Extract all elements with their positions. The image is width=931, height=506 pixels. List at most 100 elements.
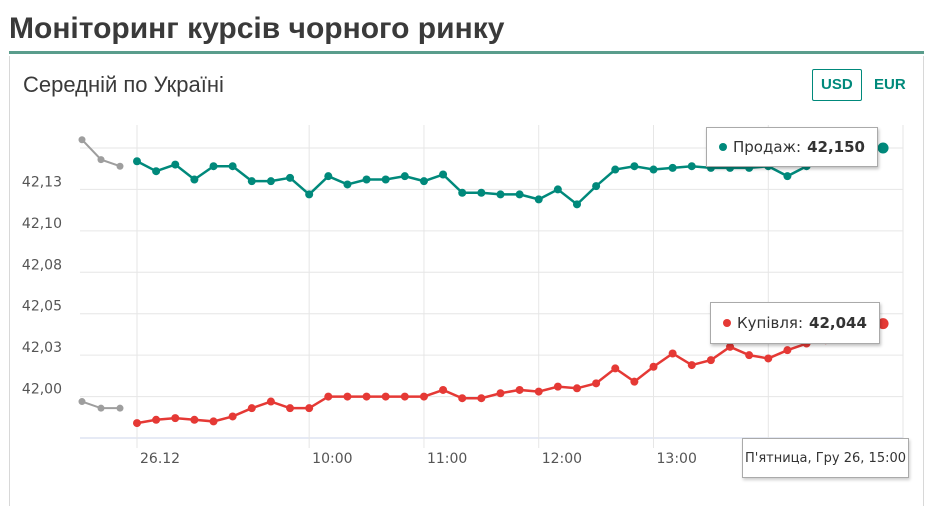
currency-usd-button[interactable]: USD (812, 69, 862, 101)
buy-point (496, 389, 505, 398)
buy-point (343, 392, 352, 401)
buy-point (133, 419, 141, 428)
previous-point (78, 136, 86, 144)
sell-tooltip-value: 42,150 (807, 138, 865, 156)
sell-series-line (136, 146, 884, 206)
title-underline (9, 51, 924, 54)
sell-point (592, 182, 601, 191)
buy-point (649, 362, 658, 371)
buy-point (439, 385, 448, 394)
buy-point (266, 397, 275, 406)
sell-point (286, 173, 295, 182)
sell-point (515, 190, 524, 199)
buy-point (668, 349, 677, 358)
sell-tooltip: Продаж: 42,150 (706, 127, 878, 167)
sell-point (783, 172, 792, 181)
sell-point (209, 162, 218, 171)
previous-point (97, 156, 105, 164)
buy-point (152, 415, 161, 424)
sell-point (152, 167, 161, 176)
sell-point (381, 175, 390, 184)
buy-point (706, 356, 715, 365)
sell-point (477, 188, 486, 197)
y-tick-label: 42,13 (22, 174, 62, 190)
x-tick-label: 11:00 (427, 451, 467, 467)
buy-series-line (136, 322, 884, 425)
sell-point (419, 177, 428, 186)
sell-point (458, 188, 467, 197)
buy-point (458, 394, 467, 403)
y-tick-label: 42,05 (22, 299, 62, 315)
buy-point (534, 387, 543, 396)
buy-point (726, 342, 735, 351)
y-tick-label: 42,03 (22, 340, 62, 356)
buy-tooltip: Купівля: 42,044 (710, 302, 880, 344)
panel-subtitle: Середній по Україні (23, 72, 224, 97)
buy-point (764, 354, 773, 363)
sell-dot-icon (719, 143, 727, 151)
buy-point (745, 351, 754, 360)
buy-point (305, 404, 314, 413)
sell-point (668, 163, 677, 172)
buy-dot-icon (723, 319, 731, 327)
sell-point (133, 157, 141, 166)
buy-point (877, 318, 889, 330)
time-tooltip: П'ятница, Гру 26, 15:00 (742, 438, 909, 478)
buy-point (190, 415, 199, 424)
buy-point (687, 361, 696, 370)
previous-point (116, 162, 124, 170)
sell-point (611, 165, 620, 174)
buy-point (572, 384, 581, 393)
sell-point (400, 172, 409, 181)
previous-point (97, 404, 105, 412)
sell-point (649, 165, 658, 174)
sell-point (877, 142, 889, 154)
sell-point (190, 175, 199, 184)
sell-point (171, 160, 180, 169)
sell-point (247, 177, 256, 186)
buy-point (630, 377, 639, 386)
sell-point (305, 190, 314, 199)
buy-point (477, 394, 486, 403)
buy-point (228, 412, 237, 421)
sell-point (553, 185, 562, 194)
buy-tooltip-value: 42,044 (809, 314, 867, 332)
buy-point (592, 379, 601, 388)
sell-point (534, 195, 543, 204)
sell-point (228, 162, 237, 171)
x-tick-label: 12:00 (542, 451, 582, 467)
buy-point (553, 382, 562, 391)
sell-point (630, 162, 639, 171)
buy-point (611, 364, 620, 373)
buy-point (783, 346, 792, 355)
buy-point (171, 414, 180, 423)
previous-point (78, 398, 86, 406)
buy-point (247, 404, 256, 413)
sell-point (324, 172, 333, 181)
sell-point (496, 190, 505, 199)
buy-point (362, 392, 371, 401)
currency-eur-button[interactable]: EUR (874, 76, 906, 93)
buy-point (400, 392, 409, 401)
sell-tooltip-label: Продаж: (733, 138, 802, 156)
y-tick-label: 42,10 (22, 216, 62, 232)
buy-point (381, 392, 390, 401)
buy-point (324, 392, 333, 401)
y-tick-label: 42,08 (22, 257, 62, 273)
sell-point (343, 180, 352, 189)
buy-point (209, 417, 218, 426)
previous-point (116, 404, 124, 412)
sell-point (266, 177, 275, 186)
buy-point (286, 404, 295, 413)
buy-point (515, 385, 524, 394)
chart-panel (9, 56, 924, 506)
x-tick-label: 10:00 (312, 451, 352, 467)
sell-point (572, 200, 581, 209)
y-tick-label: 42,00 (22, 382, 62, 398)
sell-point (687, 162, 696, 171)
x-tick-label: 13:00 (657, 451, 697, 467)
x-tick-label: 26.12 (140, 451, 180, 467)
sell-point (439, 170, 448, 179)
sell-point (362, 175, 371, 184)
